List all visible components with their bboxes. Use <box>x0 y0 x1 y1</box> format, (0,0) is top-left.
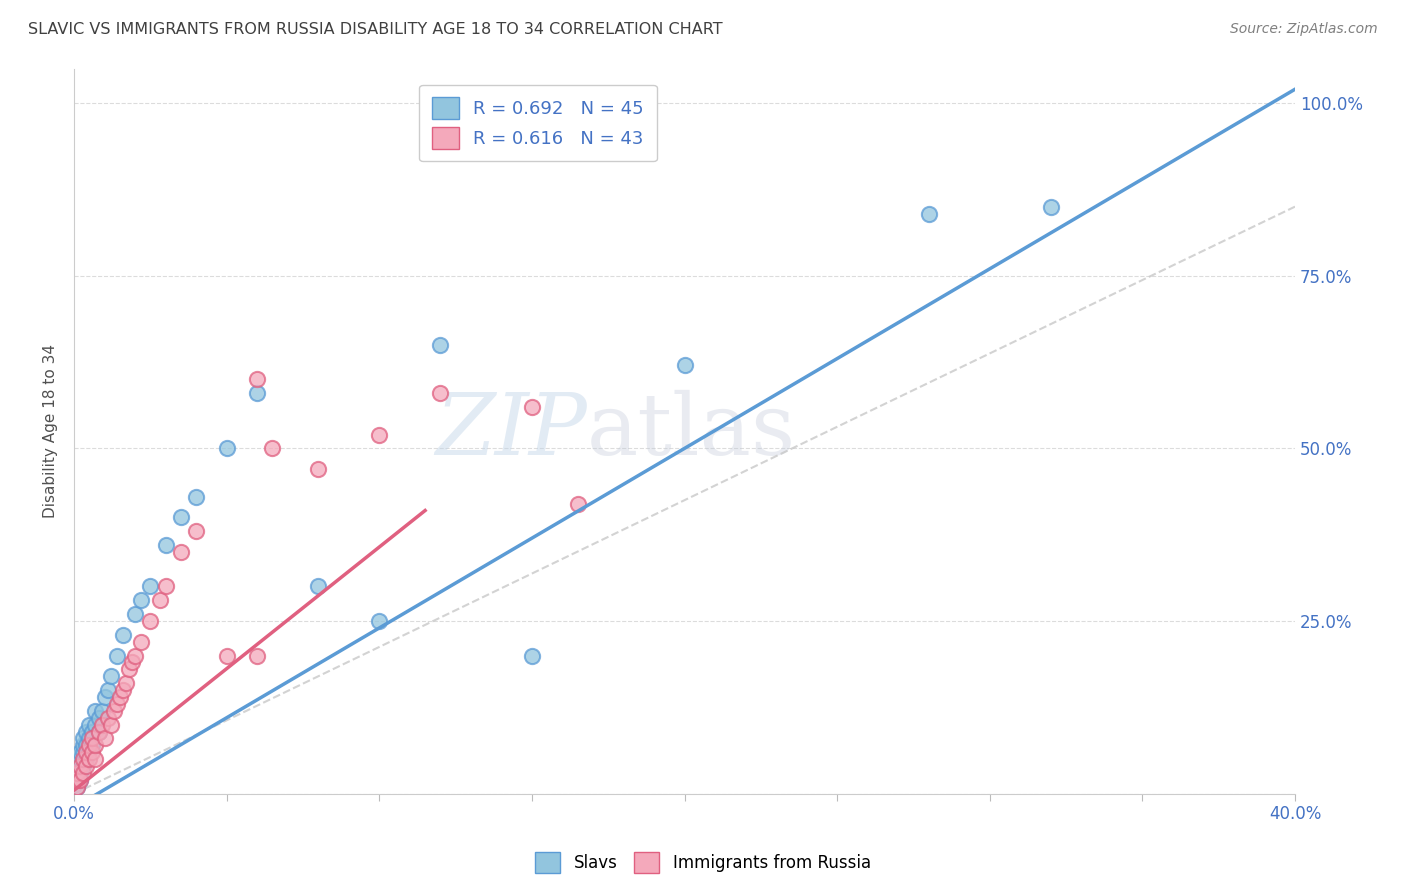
Point <box>520 648 543 663</box>
Point <box>186 490 208 504</box>
Point <box>84 704 107 718</box>
Point <box>155 579 177 593</box>
Point <box>66 766 89 780</box>
Point <box>97 711 120 725</box>
Point <box>79 731 101 746</box>
Point <box>105 697 128 711</box>
Point <box>69 766 91 780</box>
Legend: Slavs, Immigrants from Russia: Slavs, Immigrants from Russia <box>529 846 877 880</box>
Point <box>262 442 284 456</box>
Point <box>69 772 91 787</box>
Point <box>75 759 97 773</box>
Point <box>84 752 107 766</box>
Point <box>307 579 329 593</box>
Point <box>148 593 170 607</box>
Point <box>66 766 89 780</box>
Point <box>307 462 329 476</box>
Point <box>72 766 94 780</box>
Point <box>66 772 89 787</box>
Point <box>124 607 146 621</box>
Point <box>72 745 94 759</box>
Point <box>368 427 391 442</box>
Point <box>111 628 134 642</box>
Point <box>72 752 94 766</box>
Point <box>118 662 141 676</box>
Point <box>186 524 208 539</box>
Point <box>93 731 115 746</box>
Point <box>1039 200 1062 214</box>
Y-axis label: Disability Age 18 to 34: Disability Age 18 to 34 <box>44 344 58 518</box>
Point <box>124 648 146 663</box>
Point <box>90 717 112 731</box>
Point <box>429 386 451 401</box>
Point <box>75 739 97 753</box>
Point <box>75 724 97 739</box>
Point <box>82 731 104 746</box>
Point <box>155 538 177 552</box>
Legend: R = 0.692   N = 45, R = 0.616   N = 43: R = 0.692 N = 45, R = 0.616 N = 43 <box>419 85 657 161</box>
Point <box>129 593 152 607</box>
Point <box>84 717 107 731</box>
Point <box>918 206 941 220</box>
Point <box>103 704 125 718</box>
Point <box>121 656 143 670</box>
Point <box>72 739 94 753</box>
Point <box>84 739 107 753</box>
Point <box>93 690 115 704</box>
Point <box>673 359 696 373</box>
Point <box>66 780 89 794</box>
Point <box>72 731 94 746</box>
Text: ZIP: ZIP <box>434 390 586 473</box>
Point <box>75 745 97 759</box>
Point <box>111 683 134 698</box>
Point <box>139 614 162 628</box>
Text: SLAVIC VS IMMIGRANTS FROM RUSSIA DISABILITY AGE 18 TO 34 CORRELATION CHART: SLAVIC VS IMMIGRANTS FROM RUSSIA DISABIL… <box>28 22 723 37</box>
Point <box>72 759 94 773</box>
Point <box>567 497 589 511</box>
Text: atlas: atlas <box>586 390 796 473</box>
Point <box>100 717 122 731</box>
Point <box>82 745 104 759</box>
Point <box>75 752 97 766</box>
Point <box>66 772 89 787</box>
Point <box>170 545 193 559</box>
Point <box>79 717 101 731</box>
Point <box>215 648 238 663</box>
Point <box>79 739 101 753</box>
Point <box>246 648 269 663</box>
Point <box>115 676 138 690</box>
Point <box>105 648 128 663</box>
Point <box>69 772 91 787</box>
Point <box>90 704 112 718</box>
Point <box>246 386 269 401</box>
Point <box>129 634 152 648</box>
Point <box>215 442 238 456</box>
Point <box>66 759 89 773</box>
Point <box>520 400 543 414</box>
Point <box>87 724 110 739</box>
Point <box>79 745 101 759</box>
Point <box>97 683 120 698</box>
Point <box>69 745 91 759</box>
Point <box>108 690 131 704</box>
Point <box>69 759 91 773</box>
Point <box>82 739 104 753</box>
Point <box>87 711 110 725</box>
Text: Source: ZipAtlas.com: Source: ZipAtlas.com <box>1230 22 1378 37</box>
Point <box>139 579 162 593</box>
Point <box>69 752 91 766</box>
Point <box>429 338 451 352</box>
Point <box>82 724 104 739</box>
Point <box>246 372 269 386</box>
Point <box>66 780 89 794</box>
Point <box>87 724 110 739</box>
Point <box>100 669 122 683</box>
Point <box>368 614 391 628</box>
Point <box>170 510 193 524</box>
Point <box>79 752 101 766</box>
